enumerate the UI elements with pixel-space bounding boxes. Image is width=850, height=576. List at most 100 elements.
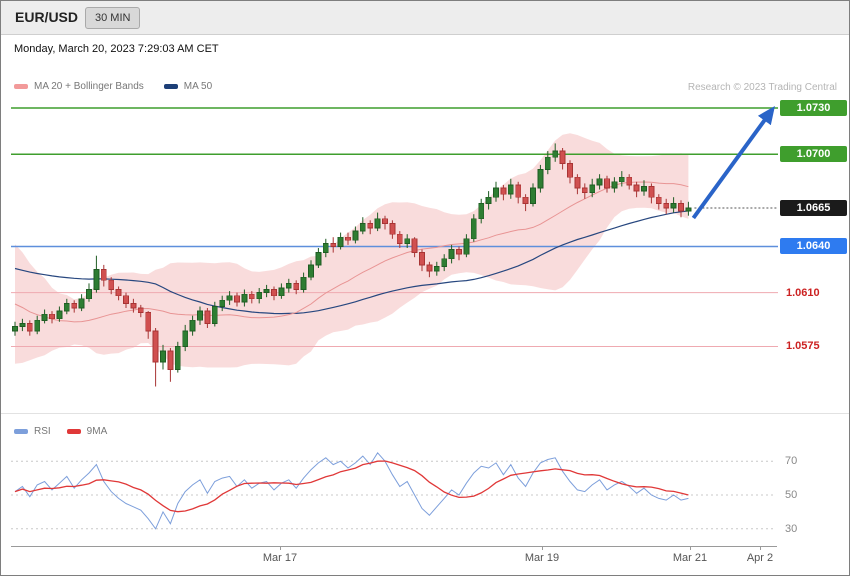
legend-item-rsi: RSI [14, 426, 51, 437]
candle [574, 176, 581, 189]
candle [41, 313, 48, 321]
time-axis-tick [760, 546, 761, 550]
candle [463, 238, 470, 255]
candle [596, 178, 603, 186]
candle [485, 196, 492, 204]
candle [78, 298, 85, 309]
time-axis-label: Apr 2 [746, 552, 774, 564]
candle [86, 289, 92, 300]
time-axis-label: Mar 19 [524, 552, 560, 564]
candle [530, 187, 536, 204]
candle [648, 186, 655, 198]
price-level-label: 1.0700 [780, 146, 847, 163]
candle [241, 293, 248, 303]
candle [100, 269, 107, 281]
timeframe-badge[interactable]: 30 MIN [85, 7, 141, 29]
rsi-9ma-line [14, 460, 689, 513]
candle [285, 282, 292, 289]
candle [589, 184, 596, 194]
candle [63, 302, 70, 312]
time-axis-tick [280, 546, 281, 550]
candle [204, 310, 211, 324]
main-price-chart [11, 105, 778, 387]
candle [19, 322, 26, 327]
candle [581, 187, 588, 193]
ma20-bollinger-swatch-icon [14, 84, 28, 89]
candle [56, 310, 63, 320]
candle [411, 238, 418, 254]
candle [26, 322, 33, 332]
candle [12, 326, 18, 332]
header-bar: EUR/USD 30 MIN [1, 1, 849, 35]
candle [271, 289, 277, 297]
candle [478, 203, 485, 220]
legend-item-9ma: 9MA [66, 426, 108, 437]
candle [189, 319, 196, 332]
candle [345, 236, 351, 241]
rsi-tick-70: 70 [785, 455, 798, 468]
legend-label-ma50: MA 50 [183, 81, 213, 92]
candle [611, 181, 618, 189]
candle [626, 176, 633, 186]
candle [552, 150, 559, 158]
candle [152, 330, 159, 363]
ma50-line [14, 210, 689, 315]
rsi-tick-50: 50 [785, 489, 798, 501]
candle [167, 350, 174, 371]
candle [34, 319, 41, 332]
candle [211, 306, 218, 324]
candle [522, 196, 529, 204]
candle [433, 266, 440, 272]
candle [493, 187, 499, 198]
price-level-label: 1.0575 [786, 340, 820, 353]
candle [404, 238, 411, 244]
rsi-tick-30: 30 [785, 522, 798, 535]
legend-label-ma20-bb: MA 20 + Bollinger Bands [34, 81, 144, 92]
legend-label-9ma: 9MA [86, 426, 108, 437]
candle [655, 196, 662, 204]
candle [419, 252, 425, 266]
current-price-label: 1.0665 [780, 200, 847, 216]
candle [537, 169, 544, 189]
main-legend: MA 20 + Bollinger Bands MA 50 [14, 81, 212, 92]
candle [115, 289, 122, 297]
candle [352, 230, 359, 241]
candle [174, 346, 181, 371]
candle [559, 150, 566, 164]
candle [130, 302, 137, 309]
time-axis-tick [542, 546, 543, 550]
candle [470, 218, 477, 240]
candle [515, 184, 522, 198]
candle [500, 187, 507, 195]
candle [226, 295, 233, 301]
price-level-label: 1.0640 [780, 238, 847, 255]
candle [322, 242, 329, 253]
candle [678, 203, 684, 212]
candle [330, 242, 337, 247]
candle [137, 307, 144, 313]
candle [367, 223, 374, 229]
candle [123, 295, 129, 304]
candle [567, 163, 573, 178]
time-axis-label: Mar 17 [262, 552, 298, 564]
candle [308, 264, 314, 278]
candle [315, 252, 322, 266]
rsi-legend: RSI 9MA [14, 426, 107, 437]
candle [633, 184, 640, 192]
candle [544, 156, 551, 170]
time-axis-label: Mar 21 [672, 552, 708, 564]
candle [448, 249, 455, 260]
legend-item-ma50: MA 50 [163, 81, 213, 92]
candle [396, 233, 403, 244]
time-axis-line [11, 546, 777, 547]
trend-arrow [691, 105, 775, 220]
candle [441, 258, 448, 267]
symbol-title: EUR/USD [15, 9, 79, 25]
candle [618, 176, 625, 183]
candle [93, 269, 100, 290]
candle [145, 312, 152, 332]
price-level-label: 1.0610 [786, 286, 820, 299]
candle [359, 223, 366, 232]
rsi-9ma-swatch-icon [66, 429, 81, 434]
